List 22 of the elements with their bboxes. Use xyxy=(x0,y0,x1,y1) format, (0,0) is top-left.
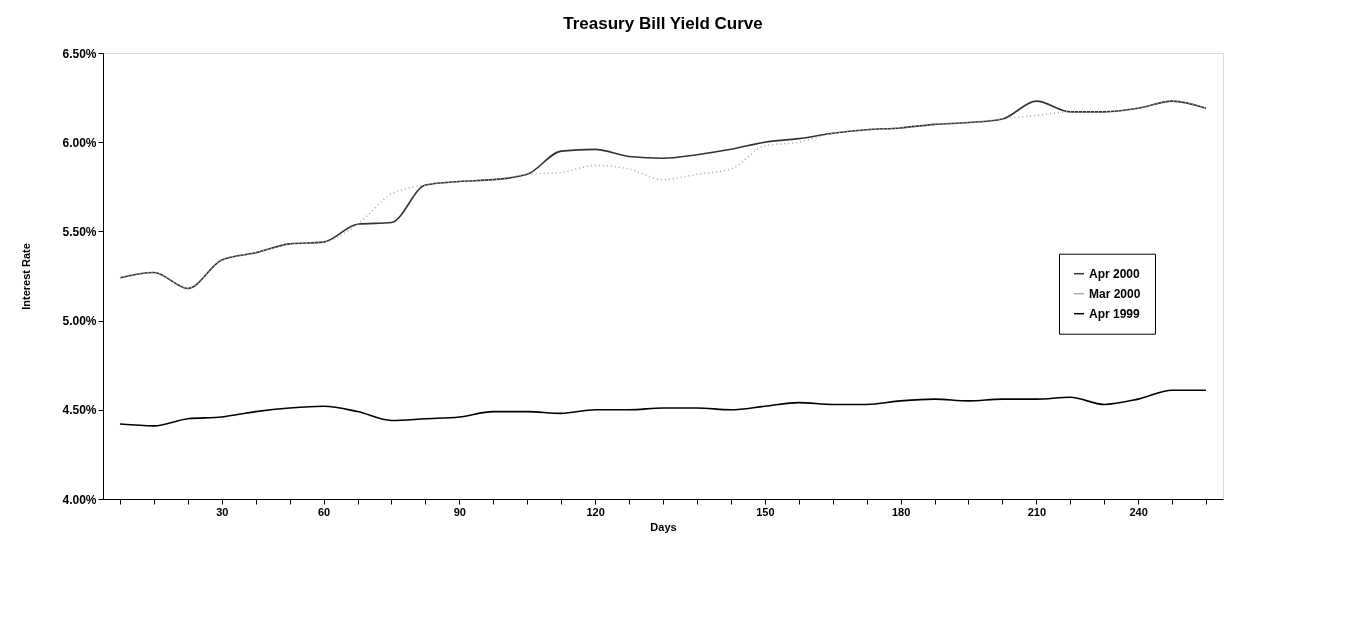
x-tick-label: 30 xyxy=(216,505,229,518)
y-tick-label: 6.00% xyxy=(62,135,97,150)
y-tick-label: 6.50% xyxy=(62,46,97,61)
y-tick-label: 5.50% xyxy=(62,224,97,239)
y-axis-title: Interest Rate xyxy=(20,243,33,310)
legend-label: Mar 2000 xyxy=(1089,286,1141,301)
x-tick-label: 120 xyxy=(586,505,605,518)
line-series xyxy=(119,389,1207,427)
x-axis-title: Days xyxy=(650,520,677,533)
line-series xyxy=(119,100,1207,290)
x-tick-label: 180 xyxy=(891,505,911,518)
legend-label: Apr 2000 xyxy=(1089,266,1141,281)
y-tick-label: 4.00% xyxy=(62,492,97,507)
y-tick-label: 5.00% xyxy=(62,314,97,329)
chart-title: Treasury Bill Yield Curve xyxy=(563,14,763,33)
x-tick-label: 150 xyxy=(756,505,775,518)
y-tick-label: 4.50% xyxy=(62,403,97,418)
legend-label: Apr 1999 xyxy=(1089,306,1141,321)
x-tick-label: 60 xyxy=(317,505,331,518)
x-tick-label: 210 xyxy=(1027,505,1047,518)
x-tick-label: 240 xyxy=(1129,505,1148,518)
x-tick-label: 90 xyxy=(453,505,466,518)
